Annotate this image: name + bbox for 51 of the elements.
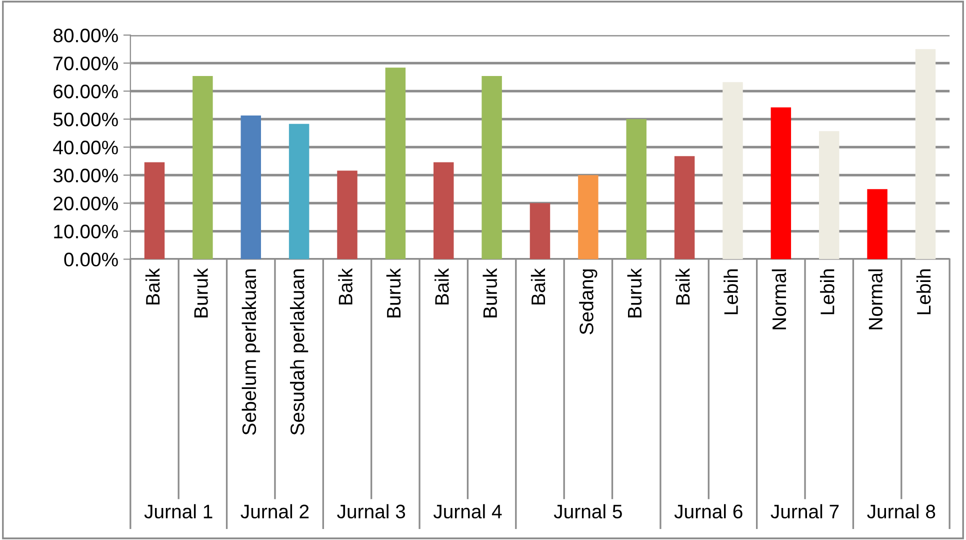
x-tick-label: Lebih: [916, 269, 931, 314]
text: Jurnal 1: [144, 504, 212, 518]
bar: [530, 203, 550, 260]
text: Jurnal 8: [867, 504, 936, 518]
bar: [385, 68, 406, 260]
text: Jurnal 2: [240, 504, 309, 518]
x-tick-label: Normal: [868, 269, 883, 330]
bar: [434, 162, 454, 260]
bar: [240, 115, 261, 260]
bar: [337, 170, 358, 260]
y-tick-label: 20.00%: [54, 196, 118, 210]
x-tick-label: Baik: [675, 268, 690, 304]
y-tick-label: 30.00%: [53, 168, 118, 182]
x-tick-label: Buruk: [386, 268, 401, 318]
y-tick-label: 70.00%: [54, 56, 118, 70]
bar: [288, 124, 310, 260]
bar: [192, 76, 213, 260]
y-tick-label: 40.00%: [53, 140, 118, 154]
x-tick-label: Normal: [772, 269, 786, 330]
text: Jurnal 6: [674, 504, 742, 518]
x-tick-label: Buruk: [482, 268, 498, 318]
x-tick-label: Sedang: [579, 269, 598, 334]
bar: [482, 76, 502, 260]
x-tick-label: Baik: [434, 268, 449, 304]
y-tick-label: 60.00%: [54, 84, 118, 98]
bar: [770, 107, 792, 260]
text: Jurnal 5: [554, 504, 622, 518]
x-tick-label: Baik: [338, 268, 352, 304]
bar: [626, 119, 646, 260]
bar: [915, 49, 936, 260]
x-tick-label: Buruk: [627, 268, 642, 318]
x-tick-label: Baik: [530, 268, 546, 304]
bar: [818, 131, 840, 260]
x-tick-label: Lebih: [724, 269, 738, 314]
y-tick-label: 80.00%: [54, 28, 118, 42]
bar: [722, 82, 743, 260]
text: Jurnal 3: [337, 504, 406, 518]
text: Jurnal 7: [770, 504, 839, 518]
text: Jurnal 4: [433, 504, 502, 518]
bar: [578, 175, 598, 260]
bar: [867, 189, 888, 260]
bar: [144, 162, 165, 260]
x-tick-label: Lebih: [820, 269, 834, 314]
y-tick-label: 0.00%: [64, 252, 118, 266]
bar: [674, 156, 695, 260]
x-tick-label: Buruk: [194, 268, 208, 318]
x-tick-label: Baik: [145, 268, 160, 304]
x-tick-label: Sebelum perlakuan: [242, 269, 260, 435]
y-tick-label: 10.00%: [54, 224, 118, 238]
y-tick-label: 50.00%: [53, 112, 118, 126]
x-tick-label: Sesudah perlakuan: [290, 269, 308, 435]
